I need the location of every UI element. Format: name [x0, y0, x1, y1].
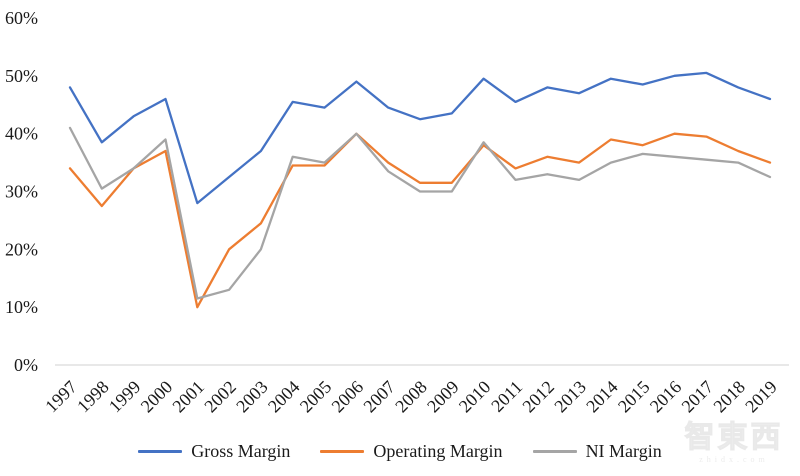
x-axis-label-2011: 2011: [487, 377, 526, 416]
x-axis-label-2019: 2019: [741, 377, 781, 417]
y-axis-label-0: 0%: [14, 355, 38, 375]
x-axis-label-2006: 2006: [328, 377, 368, 417]
legend-swatch-operating-margin: [320, 449, 365, 453]
x-axis-label-2001: 2001: [169, 377, 209, 417]
legend-swatch-ni-margin: [532, 449, 577, 453]
line-ni-margin: [68, 126, 772, 300]
y-axis-label-40: 40%: [5, 124, 38, 144]
x-axis-label-2004: 2004: [264, 377, 304, 417]
y-axis-label-20: 20%: [5, 239, 38, 259]
x-axis-label-2017: 2017: [678, 377, 718, 417]
y-axis-label-60: 60%: [5, 8, 38, 28]
x-axis-label-1998: 1998: [73, 377, 113, 417]
x-axis-label-2003: 2003: [232, 377, 272, 417]
legend-swatch-gross-margin: [138, 449, 183, 453]
y-axis-label-10: 10%: [5, 297, 38, 317]
x-axis-label-2002: 2002: [200, 377, 240, 417]
x-axis-label-2015: 2015: [614, 377, 654, 417]
line-operating-margin: [68, 132, 772, 309]
x-axis-label-2010: 2010: [455, 377, 495, 417]
line-gross-margin: [68, 71, 772, 205]
legend-label-gross-margin: Gross Margin: [191, 441, 291, 461]
x-axis-label-2008: 2008: [391, 377, 431, 417]
x-axis-label-2007: 2007: [359, 377, 399, 417]
x-axis-label-1999: 1999: [105, 377, 145, 417]
x-axis-label-2013: 2013: [550, 377, 590, 417]
y-axis-label-50: 50%: [5, 66, 38, 86]
legend-label-ni-margin: NI Margin: [585, 441, 662, 461]
x-axis-label-2000: 2000: [137, 377, 177, 417]
x-axis-label-2014: 2014: [582, 377, 622, 417]
legend-item-ni-margin: NI Margin: [532, 440, 662, 462]
legend-label-operating-margin: Operating Margin: [373, 441, 503, 461]
x-axis-label-2016: 2016: [646, 377, 686, 417]
legend-item-operating-margin: Operating Margin: [320, 440, 503, 462]
y-axis-label-30: 30%: [5, 182, 38, 202]
legend: Gross Margin Operating Margin NI Margin: [0, 440, 800, 462]
x-axis-label-2018: 2018: [709, 377, 749, 417]
legend-item-gross-margin: Gross Margin: [138, 440, 290, 462]
x-axis-label-1997: 1997: [41, 377, 81, 417]
x-axis-label-2009: 2009: [423, 377, 463, 417]
x-axis-label-2005: 2005: [296, 377, 336, 417]
x-axis-label-2012: 2012: [519, 377, 559, 417]
